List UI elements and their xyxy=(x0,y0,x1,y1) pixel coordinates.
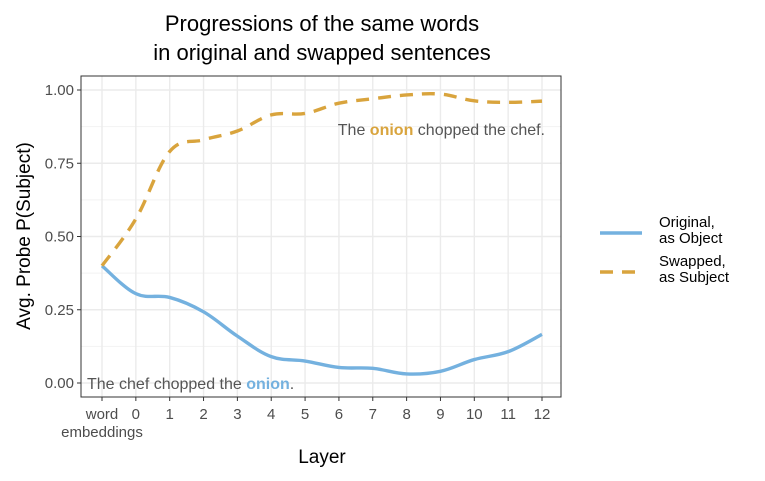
annotation-swapped: The onion chopped the chef. xyxy=(338,122,545,139)
plot-panel: The onion chopped the chef. The chef chop… xyxy=(80,75,562,398)
annotations: The onion chopped the chef. The chef chop… xyxy=(87,122,545,393)
y-tick-label: 0.75 xyxy=(45,155,74,172)
x-tick-label: 4 xyxy=(267,406,275,423)
x-tick-label: 8 xyxy=(402,406,410,423)
series-lines xyxy=(100,91,543,376)
minor-gridlines xyxy=(81,126,561,347)
x-tick-label: 11 xyxy=(500,406,516,423)
legend-label-0: Original, as Object xyxy=(659,214,723,247)
series-line-1 xyxy=(100,91,543,267)
x-tick-label: word embeddings xyxy=(61,406,143,441)
x-tick-label: 10 xyxy=(466,406,483,423)
y-axis-title: Avg. Probe P(Subject) xyxy=(14,142,35,330)
x-tick-label: 5 xyxy=(301,406,309,423)
annotation-original: The chef chopped the onion. xyxy=(87,376,294,393)
y-tick-label: 0.25 xyxy=(45,302,74,319)
x-axis-title: Layer xyxy=(298,447,346,468)
x-tick-label: 0 xyxy=(132,406,140,423)
x-tick-label: 1 xyxy=(166,406,174,423)
legend-label-1: Swapped, as Subject xyxy=(659,253,730,286)
chart-title-line-2: in original and swapped sentences xyxy=(153,40,491,65)
y-axis: 0.00 0.25 0.50 0.75 1.00 xyxy=(45,82,81,392)
legend: Original, as Object Swapped, as Subject xyxy=(600,214,730,286)
x-tick-label: 6 xyxy=(335,406,343,423)
y-tick-label: 0.50 xyxy=(45,229,74,246)
y-tick-label: 1.00 xyxy=(45,82,74,99)
x-tick-label: 3 xyxy=(233,406,241,423)
chart-title-line-1: Progressions of the same words xyxy=(165,11,479,36)
x-tick-label: 2 xyxy=(199,406,207,423)
y-tick-label: 0.00 xyxy=(45,375,74,392)
series-line-0 xyxy=(100,264,543,376)
x-tick-label: 7 xyxy=(369,406,377,423)
x-tick-label: 12 xyxy=(534,406,551,423)
x-tick-label: 9 xyxy=(436,406,444,423)
